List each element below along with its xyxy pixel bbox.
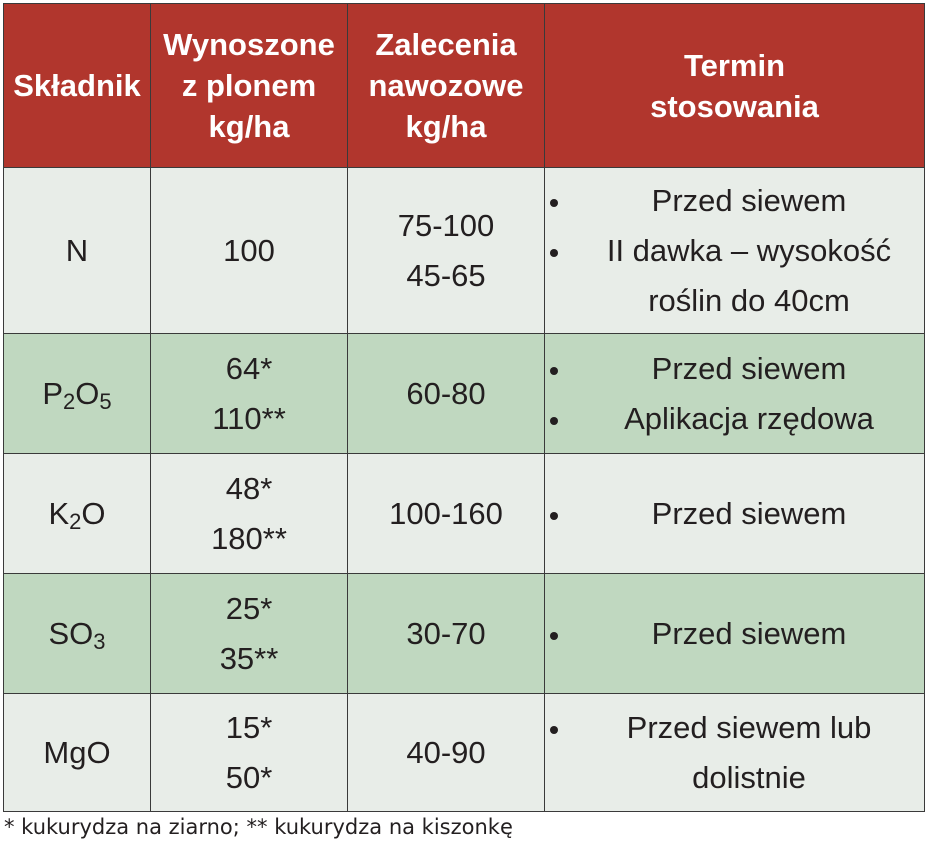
table-row: K2O 48* 180** 100-160 Przed siewem <box>3 453 925 574</box>
dose-cell: 40-90 <box>347 693 545 812</box>
component-cell: N <box>3 167 151 334</box>
bullet-icon <box>550 631 558 640</box>
header-component: Składnik <box>3 3 151 168</box>
component-name: SO3 <box>48 615 106 654</box>
bullet-icon <box>550 725 558 734</box>
list-item: II dawka – wysokość roślin do 40cm <box>545 226 924 326</box>
component-cell: SO3 <box>3 573 151 694</box>
header-row: Składnik Wynoszone z plonem kg/ha Zalece… <box>3 3 925 168</box>
component-name: P2O5 <box>42 375 112 414</box>
table-row: SO3 25* 35** 30-70 Przed siewem <box>3 573 925 694</box>
table-row: P2O5 64* 110** 60-80 Przed siewem Aplika… <box>3 333 925 454</box>
table-row: N 100 75-100 45-65 Przed siewem II dawka… <box>3 167 925 334</box>
removal-cell: 15* 50* <box>150 693 348 812</box>
timing-cell: Przed siewem lub dolistnie <box>544 693 925 812</box>
list-item: Aplikacja rzędowa <box>545 394 924 444</box>
timing-cell: Przed siewem Aplikacja rzędowa <box>544 333 925 454</box>
header-timing: Termin stosowania <box>544 3 925 168</box>
component-cell: K2O <box>3 453 151 574</box>
bullet-icon <box>550 366 558 375</box>
dose-cell: 30-70 <box>347 573 545 694</box>
bullet-icon <box>550 248 558 257</box>
removal-cell: 100 <box>150 167 348 334</box>
fertilization-table: Składnik Wynoszone z plonem kg/ha Zalece… <box>3 3 925 812</box>
component-name: N <box>65 232 89 268</box>
bullet-icon <box>550 198 558 207</box>
timing-cell: Przed siewem <box>544 453 925 574</box>
header-dose: Zalecenia nawozowe kg/ha <box>347 3 545 168</box>
dose-cell: 100-160 <box>347 453 545 574</box>
timing-cell: Przed siewem <box>544 573 925 694</box>
list-item: Przed siewem <box>545 609 924 659</box>
header-removal: Wynoszone z plonem kg/ha <box>150 3 348 168</box>
list-item: Przed siewem <box>545 344 924 394</box>
bullet-icon <box>550 416 558 425</box>
list-item: Przed siewem <box>545 176 924 226</box>
table-row: MgO 15* 50* 40-90 Przed siewem lub dolis… <box>3 693 925 812</box>
component-name: MgO <box>43 734 111 770</box>
dose-cell: 75-100 45-65 <box>347 167 545 334</box>
list-item: Przed siewem lub dolistnie <box>545 703 924 803</box>
removal-cell: 25* 35** <box>150 573 348 694</box>
timing-cell: Przed siewem II dawka – wysokość roślin … <box>544 167 925 334</box>
removal-cell: 64* 110** <box>150 333 348 454</box>
footnote: * kukurydza na ziarno; ** kukurydza na k… <box>4 815 513 839</box>
list-item: Przed siewem <box>545 489 924 539</box>
component-name: K2O <box>48 495 106 534</box>
removal-cell: 48* 180** <box>150 453 348 574</box>
component-cell: P2O5 <box>3 333 151 454</box>
dose-cell: 60-80 <box>347 333 545 454</box>
bullet-icon <box>550 511 558 520</box>
component-cell: MgO <box>3 693 151 812</box>
